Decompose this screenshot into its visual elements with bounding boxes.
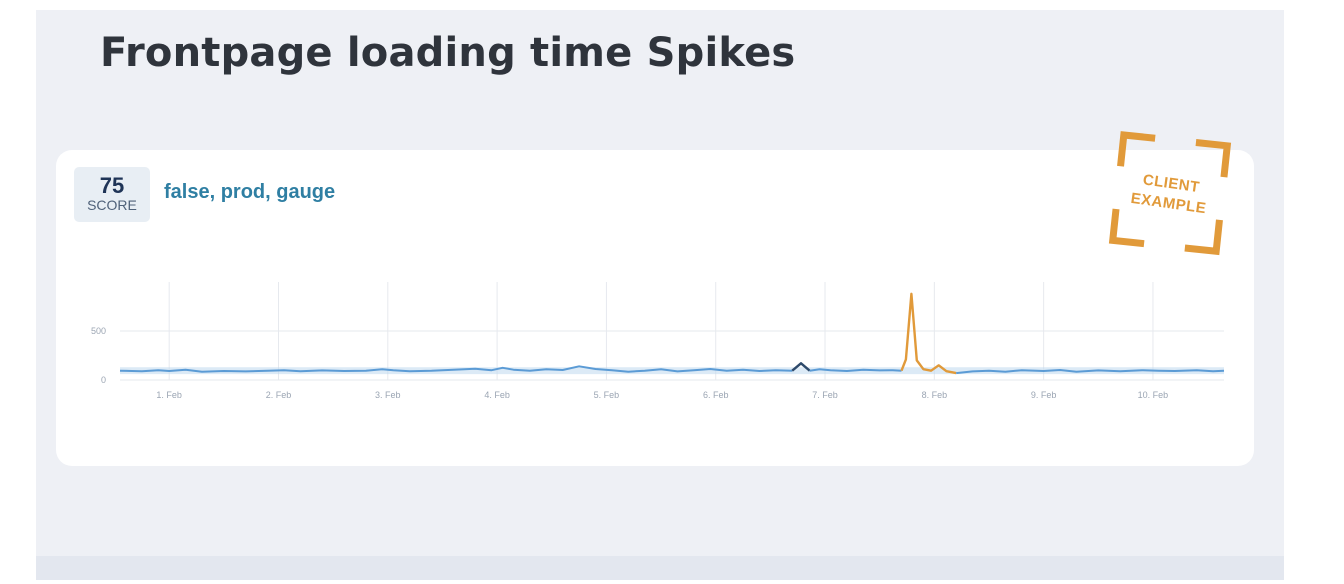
x-tick-label-10: 10. Feb: [1138, 390, 1169, 400]
x-tick-label-2: 2. Feb: [266, 390, 292, 400]
stamp-corner-tl: [1117, 131, 1156, 167]
x-tick-label-7: 7. Feb: [812, 390, 838, 400]
x-tick-label-9: 9. Feb: [1031, 390, 1057, 400]
series-line-normal-1: [119, 365, 793, 373]
stamp-corner-tr: [1195, 139, 1232, 178]
score-value: 75: [99, 173, 125, 198]
x-tick-label-5: 5. Feb: [594, 390, 620, 400]
slide: Frontpage loading time Spikes 75 SCORE f…: [36, 10, 1284, 580]
client-example-stamp: CLIENT EXAMPLE: [1108, 131, 1232, 256]
x-tick-label-3: 3. Feb: [375, 390, 401, 400]
series-line-normal-5: [956, 369, 1225, 375]
x-tick-label-8: 8. Feb: [922, 390, 948, 400]
score-badge: 75 SCORE: [74, 167, 150, 222]
slide-footer-band: [36, 556, 1284, 580]
y-tick-label-0: 0: [101, 375, 106, 385]
stamp-corner-bl: [1108, 208, 1145, 248]
stamp-corner-br: [1184, 219, 1223, 256]
chart-card: 75 SCORE false, prod, gauge CLIENT EXAMP…: [56, 131, 1254, 466]
series-line-spike-4: [900, 292, 957, 375]
x-tick-label-6: 6. Feb: [703, 390, 729, 400]
series-line-normal-3: [809, 368, 902, 372]
series-line-anomaly-2: [791, 362, 811, 372]
y-tick-label-500: 500: [91, 326, 106, 336]
page-title: Frontpage loading time Spikes: [100, 30, 796, 76]
x-tick-label-4: 4. Feb: [484, 390, 510, 400]
score-label: SCORE: [87, 197, 137, 213]
metric-tags: false, prod, gauge: [164, 181, 336, 203]
x-tick-label-1: 1. Feb: [156, 390, 182, 400]
line-chart: 0 500 1. Feb 2. Feb 3. Feb 4. Feb 5. Feb 6. Feb…: [91, 282, 1225, 400]
